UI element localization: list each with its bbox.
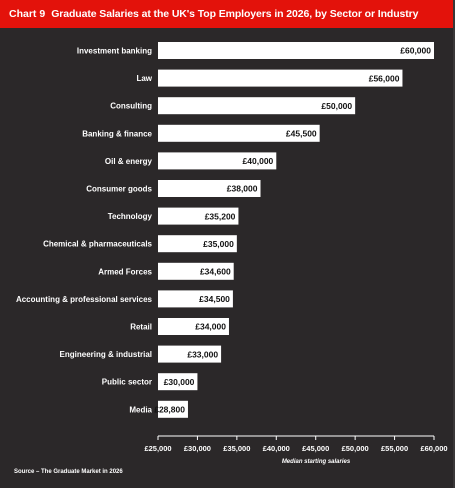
x-tick-label: £50,000	[342, 444, 369, 453]
bar	[158, 42, 434, 59]
category-label: Public sector	[102, 378, 152, 387]
source-note: Source – The Graduate Market in 2026	[14, 469, 123, 475]
category-label: Consulting	[110, 102, 152, 111]
value-label: £35,200	[205, 211, 236, 221]
value-label: £56,000	[369, 73, 400, 83]
category-label: Chemical & pharmaceuticals	[43, 240, 152, 249]
value-label: £34,500	[199, 294, 230, 304]
value-label: £34,600	[200, 267, 231, 277]
category-label: Law	[136, 74, 152, 83]
value-label: £60,000	[400, 46, 431, 56]
value-label: £38,000	[227, 184, 258, 194]
value-label: £33,000	[187, 349, 218, 359]
category-label: Armed Forces	[98, 267, 152, 276]
category-label: Engineering & industrial	[60, 350, 152, 359]
category-label: Retail	[130, 323, 152, 332]
value-label: £28,800	[154, 405, 185, 415]
value-label: £34,000	[195, 322, 226, 332]
bar	[158, 180, 261, 197]
x-tick-label: £45,000	[302, 444, 329, 453]
x-tick-label: £60,000	[420, 444, 447, 453]
value-label: £35,000	[203, 239, 234, 249]
bar	[158, 373, 198, 391]
category-label: Investment banking	[77, 47, 152, 56]
chart-title: Graduate Salaries at the UK's Top Employ…	[51, 8, 419, 20]
value-label: £30,000	[164, 377, 195, 387]
bar-chart: Investment banking £60,000 Law £56,000 Consu…	[16, 42, 448, 465]
title-bar: Chart 9 Graduate Salaries at the UK's To…	[0, 0, 453, 28]
chart-number-label: Chart 9	[9, 8, 46, 20]
bar	[158, 207, 239, 225]
bar	[158, 69, 403, 87]
bar	[158, 235, 237, 253]
bar	[158, 152, 277, 170]
x-axis-title: Median starting salaries	[282, 459, 351, 465]
x-tick-label: £25,000	[144, 444, 171, 453]
bar	[158, 262, 234, 280]
value-label: £45,500	[286, 129, 317, 139]
bar	[158, 124, 320, 142]
x-tick-label: £40,000	[263, 444, 290, 453]
bar	[158, 290, 233, 308]
x-tick-label: £55,000	[381, 444, 408, 453]
category-label: Media	[129, 405, 152, 414]
category-label: Consumer goods	[86, 185, 152, 194]
category-label: Oil & energy	[105, 157, 153, 166]
x-tick-label: £30,000	[184, 444, 211, 453]
value-label: £40,000	[243, 156, 274, 166]
bar	[158, 97, 356, 115]
bar	[158, 345, 222, 363]
category-label: Accounting & professional services	[16, 295, 153, 304]
category-label: Technology	[108, 212, 153, 221]
bar	[158, 400, 188, 418]
category-label: Banking & finance	[82, 129, 152, 138]
bar	[158, 318, 229, 335]
value-label: £50,000	[321, 101, 352, 111]
x-tick-label: £35,000	[223, 444, 250, 453]
